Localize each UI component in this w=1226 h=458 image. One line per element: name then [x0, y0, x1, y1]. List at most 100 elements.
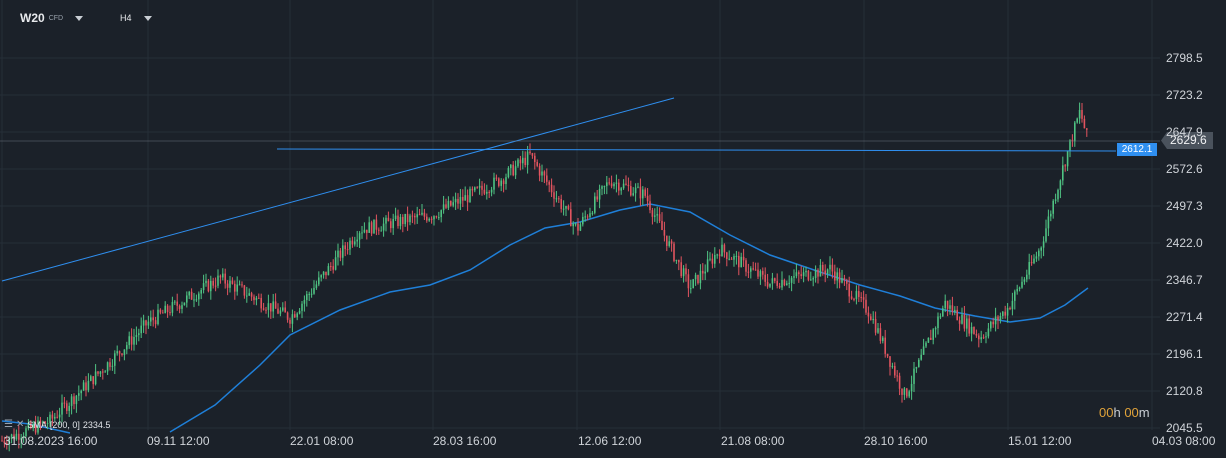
- candle-body: [956, 309, 958, 321]
- candle-body: [128, 336, 130, 346]
- candle-body: [44, 421, 46, 424]
- candle-body: [874, 318, 877, 333]
- candle-body: [560, 199, 562, 209]
- candle-body: [646, 195, 649, 202]
- timer-m-unit: m: [1138, 405, 1150, 420]
- candle-body: [330, 266, 332, 268]
- candle-body: [526, 151, 529, 165]
- candle-body: [1004, 311, 1006, 316]
- candle-body: [428, 218, 430, 221]
- candle-body: [783, 280, 786, 286]
- candle-body: [1076, 118, 1078, 123]
- candle-body: [301, 303, 303, 311]
- indicator-legend[interactable]: ☰ ✕ SMA [200, 0] 2334.5: [4, 419, 110, 430]
- candle-body: [685, 268, 687, 275]
- candle-body: [483, 189, 486, 194]
- candle-body: [975, 334, 978, 336]
- candle-body: [325, 271, 327, 276]
- candle-body: [534, 155, 536, 162]
- trend-line: [1, 97, 675, 282]
- candle-body: [668, 241, 670, 246]
- x-tick-label: 09.11 12:00: [147, 434, 210, 448]
- candle-body: [846, 280, 848, 284]
- candle-body: [752, 268, 754, 270]
- candle-body: [442, 204, 445, 211]
- candle-body: [39, 420, 42, 424]
- candle-body: [704, 271, 706, 274]
- candle-body: [1023, 279, 1026, 282]
- candle-body: [906, 388, 908, 397]
- candle-body: [1078, 109, 1081, 119]
- candle-body: [726, 252, 728, 260]
- candle-body: [500, 180, 502, 186]
- candle-body: [226, 283, 229, 288]
- timeframe-selector[interactable]: H4: [120, 10, 152, 26]
- candle-body: [687, 274, 690, 289]
- candle-body: [531, 153, 534, 156]
- candle-body: [181, 305, 183, 309]
- candle-body: [334, 257, 337, 270]
- chevron-down-icon[interactable]: [75, 15, 84, 21]
- candle-body: [1059, 180, 1062, 190]
- candle-body: [332, 266, 334, 270]
- candle-body: [457, 198, 459, 204]
- candle-body: [109, 362, 111, 367]
- candle-body: [690, 288, 692, 290]
- close-icon[interactable]: ✕: [15, 419, 25, 430]
- candle-body: [682, 268, 685, 277]
- candle-body: [402, 216, 404, 225]
- candle-body: [766, 281, 769, 287]
- candle-body: [735, 255, 738, 257]
- candle-body: [94, 371, 97, 385]
- candle-body: [414, 215, 416, 218]
- y-tick-label: 2572.6: [1166, 162, 1203, 176]
- candle-body: [421, 212, 423, 215]
- candle-body: [382, 223, 385, 231]
- symbol-selector[interactable]: W20 CFD: [20, 10, 84, 26]
- drawn-lines[interactable]: [0, 97, 1160, 282]
- candle-body: [762, 271, 764, 275]
- candle-body: [308, 293, 310, 295]
- candle-body: [555, 198, 558, 200]
- candle-body: [697, 274, 699, 284]
- list-icon[interactable]: ☰: [4, 419, 13, 430]
- candle-body: [219, 275, 222, 278]
- candle-body: [30, 423, 32, 429]
- candle-body: [186, 295, 188, 303]
- candle-body: [1040, 247, 1042, 251]
- candle-body: [445, 204, 447, 208]
- candle-body: [942, 308, 944, 317]
- candle-body: [694, 274, 697, 280]
- candle-body: [562, 208, 565, 210]
- candle-body: [1028, 262, 1030, 275]
- candle-body: [745, 260, 747, 272]
- candle-body: [954, 309, 956, 313]
- candle-body: [740, 256, 742, 268]
- candle-body: [829, 264, 831, 270]
- candle-body: [258, 297, 260, 299]
- candle-body: [56, 416, 58, 418]
- candle-body: [394, 215, 397, 219]
- candle-body: [538, 165, 541, 176]
- candle-body: [337, 250, 339, 258]
- chevron-down-icon[interactable]: [143, 15, 152, 21]
- candle-body: [303, 300, 306, 304]
- candle-body: [778, 285, 781, 288]
- candle-body: [838, 272, 841, 283]
- candle-body: [879, 328, 882, 341]
- candle-body: [529, 151, 531, 154]
- candle-body: [478, 185, 481, 188]
- candle-body: [862, 297, 865, 300]
- candle-body: [901, 388, 903, 395]
- candle-body: [925, 342, 927, 347]
- candle-body: [18, 433, 20, 440]
- candle-body: [1021, 281, 1023, 288]
- candle-body: [462, 196, 464, 201]
- candle-body: [183, 302, 186, 306]
- candle-body: [733, 256, 735, 260]
- candle-body: [243, 285, 246, 296]
- candle-body: [810, 279, 812, 281]
- candle-body: [558, 198, 560, 200]
- candle-body: [994, 316, 997, 325]
